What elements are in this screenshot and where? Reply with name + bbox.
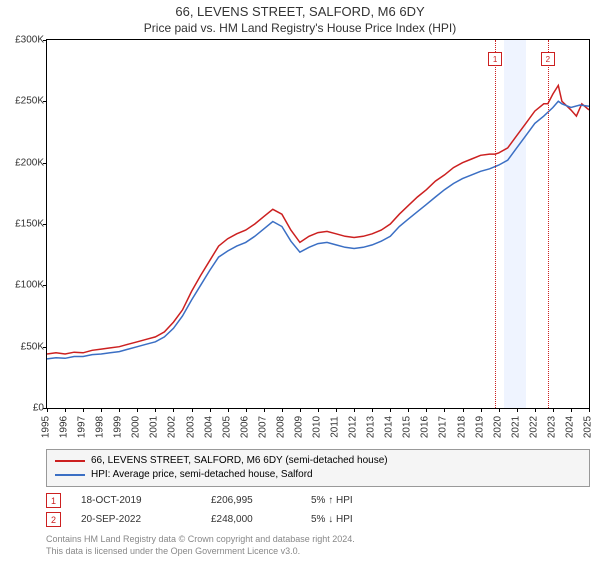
chart-container: 66, LEVENS STREET, SALFORD, M6 6DY Price… bbox=[0, 4, 600, 564]
sales-marker-table: 1 18-OCT-2019 £206,995 5% ↑ HPI 2 20-SEP… bbox=[46, 493, 590, 527]
sale-row: 1 18-OCT-2019 £206,995 5% ↑ HPI bbox=[46, 493, 590, 508]
x-tick-label: 2003 bbox=[185, 416, 196, 438]
legend-swatch bbox=[55, 474, 85, 476]
legend-label: HPI: Average price, semi-detached house,… bbox=[91, 468, 313, 482]
y-tick-label: £300K bbox=[15, 35, 47, 46]
sale-marker-icon: 1 bbox=[46, 493, 61, 508]
x-tick-label: 2020 bbox=[492, 416, 503, 438]
x-tick-label: 2000 bbox=[131, 416, 142, 438]
legend-item: HPI: Average price, semi-detached house,… bbox=[55, 468, 581, 482]
sale-row: 2 20-SEP-2022 £248,000 5% ↓ HPI bbox=[46, 512, 590, 527]
x-tick-label: 2012 bbox=[348, 416, 359, 438]
x-tick-label: 2014 bbox=[384, 416, 395, 438]
x-tick-label: 2019 bbox=[474, 416, 485, 438]
x-tick-label: 2017 bbox=[438, 416, 449, 438]
chart-subtitle: Price paid vs. HM Land Registry's House … bbox=[0, 21, 600, 35]
x-tick-label: 1999 bbox=[113, 416, 124, 438]
chart-svg bbox=[47, 40, 589, 408]
y-tick-label: £100K bbox=[15, 280, 47, 291]
legend-item: 66, LEVENS STREET, SALFORD, M6 6DY (semi… bbox=[55, 454, 581, 468]
x-tick-label: 2018 bbox=[456, 416, 467, 438]
sale-date: 18-OCT-2019 bbox=[81, 495, 211, 506]
legend-box: 66, LEVENS STREET, SALFORD, M6 6DY (semi… bbox=[46, 449, 590, 487]
chart-marker-box: 1 bbox=[488, 52, 502, 66]
x-axis-labels: 1995199619971998199920002001200220032004… bbox=[46, 409, 590, 445]
x-tick-label: 2010 bbox=[312, 416, 323, 438]
x-tick-label: 1998 bbox=[95, 416, 106, 438]
x-tick-label: 2005 bbox=[221, 416, 232, 438]
sale-marker-icon: 2 bbox=[46, 512, 61, 527]
x-tick-label: 2015 bbox=[402, 416, 413, 438]
y-tick-label: £200K bbox=[15, 157, 47, 168]
x-tick-label: 1995 bbox=[41, 416, 52, 438]
x-tick-label: 2022 bbox=[528, 416, 539, 438]
legend-label: 66, LEVENS STREET, SALFORD, M6 6DY (semi… bbox=[91, 454, 388, 468]
marker-line bbox=[495, 40, 496, 408]
x-tick-label: 2002 bbox=[167, 416, 178, 438]
x-tick-label: 2011 bbox=[330, 416, 341, 438]
sale-pct: 5% ↑ HPI bbox=[311, 495, 441, 506]
sale-price: £206,995 bbox=[211, 495, 311, 506]
chart-title: 66, LEVENS STREET, SALFORD, M6 6DY bbox=[0, 4, 600, 19]
x-tick-label: 1997 bbox=[77, 416, 88, 438]
x-tick-label: 2008 bbox=[275, 416, 286, 438]
x-tick-label: 2006 bbox=[239, 416, 250, 438]
y-tick-label: £0 bbox=[33, 403, 47, 414]
y-tick-label: £250K bbox=[15, 96, 47, 107]
y-tick-label: £150K bbox=[15, 219, 47, 230]
sale-date: 20-SEP-2022 bbox=[81, 514, 211, 525]
legend-swatch bbox=[55, 460, 85, 462]
x-tick-label: 1996 bbox=[59, 416, 70, 438]
x-tick-label: 2007 bbox=[257, 416, 268, 438]
chart-plot-area: £0£50K£100K£150K£200K£250K£300K12 bbox=[46, 39, 590, 409]
series-line bbox=[47, 85, 589, 354]
x-tick-label: 2001 bbox=[149, 416, 160, 438]
x-tick-label: 2009 bbox=[293, 416, 304, 438]
sale-price: £248,000 bbox=[211, 514, 311, 525]
x-tick-label: 2013 bbox=[366, 416, 377, 438]
x-tick-label: 2024 bbox=[564, 416, 575, 438]
footer-attribution: Contains HM Land Registry data © Crown c… bbox=[46, 533, 590, 557]
y-tick-label: £50K bbox=[21, 341, 47, 352]
chart-marker-box: 2 bbox=[541, 52, 555, 66]
footer-line: This data is licensed under the Open Gov… bbox=[46, 545, 590, 557]
footer-line: Contains HM Land Registry data © Crown c… bbox=[46, 533, 590, 545]
x-tick-label: 2021 bbox=[510, 416, 521, 438]
marker-line bbox=[548, 40, 549, 408]
x-tick-label: 2004 bbox=[203, 416, 214, 438]
x-tick-label: 2025 bbox=[583, 416, 594, 438]
sale-pct: 5% ↓ HPI bbox=[311, 514, 441, 525]
series-line bbox=[47, 101, 589, 359]
x-tick-label: 2023 bbox=[546, 416, 557, 438]
x-tick-label: 2016 bbox=[420, 416, 431, 438]
